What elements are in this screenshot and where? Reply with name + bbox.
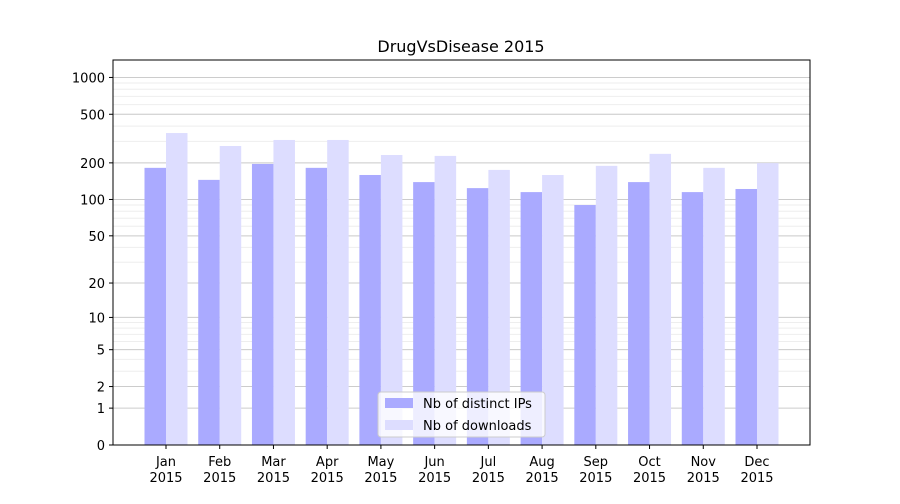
- y-tick-label: 5: [97, 344, 105, 359]
- x-tick-label: Mar 2015: [257, 455, 290, 486]
- bar-distinct-ips: [413, 182, 435, 446]
- x-tick-label: Oct 2015: [633, 455, 666, 486]
- x-tick-label: Sep 2015: [579, 455, 612, 486]
- x-tick-label: Jul 2015: [472, 455, 505, 486]
- bar-distinct-ips: [574, 205, 596, 445]
- legend-swatch: [385, 420, 413, 430]
- legend-swatch: [385, 398, 413, 408]
- x-tick-label: Feb 2015: [203, 455, 236, 486]
- bar-downloads: [757, 163, 779, 445]
- bar-distinct-ips: [198, 179, 220, 446]
- bar-downloads: [327, 139, 349, 445]
- x-tick-label: Aug 2015: [526, 455, 559, 486]
- bar-distinct-ips: [735, 188, 757, 445]
- y-tick-label: 2: [97, 381, 105, 396]
- plot-frame: [112, 59, 811, 446]
- bar-downloads: [649, 153, 672, 445]
- bar-downloads: [703, 167, 725, 446]
- x-tick-label: Jan 2015: [149, 455, 182, 486]
- x-tick-label: May 2015: [364, 455, 397, 486]
- bar-distinct-ips: [681, 192, 704, 445]
- y-tick-label: 0: [97, 439, 105, 454]
- bar-downloads: [273, 139, 295, 445]
- x-tick-label: Nov 2015: [687, 455, 720, 486]
- bar-distinct-ips: [466, 188, 489, 445]
- bar-downloads: [595, 165, 618, 446]
- y-tick-label: 1: [97, 402, 105, 417]
- bar-distinct-ips: [305, 167, 328, 446]
- bar-downloads: [166, 133, 188, 445]
- legend-label: Nb of distinct IPs: [423, 397, 532, 412]
- x-tick-label: Apr 2015: [311, 455, 344, 486]
- y-tick-label: 1000: [72, 71, 105, 86]
- bar-distinct-ips: [144, 167, 166, 446]
- bar-distinct-ips: [628, 182, 650, 446]
- legend-label: Nb of downloads: [423, 419, 532, 434]
- bar-distinct-ips: [520, 192, 543, 445]
- bar-downloads: [219, 145, 242, 445]
- legend: Nb of distinct IPs Nb of downloads: [377, 391, 546, 438]
- y-tick-label: 100: [80, 193, 105, 208]
- y-tick-label: 10: [88, 311, 105, 326]
- bar-downloads: [542, 174, 564, 445]
- bar-downloads: [488, 169, 510, 446]
- bar-downloads: [380, 154, 403, 445]
- bar-distinct-ips: [251, 163, 274, 445]
- y-tick-label: 500: [80, 108, 105, 123]
- y-tick-label: 200: [80, 157, 105, 172]
- bar-downloads: [434, 155, 457, 445]
- y-tick-label: 50: [88, 230, 105, 245]
- chart-title: DrugVsDisease 2015: [377, 37, 544, 56]
- bar-distinct-ips: [359, 174, 381, 445]
- x-tick-label: Jun 2015: [418, 455, 451, 486]
- legend-box: [377, 391, 546, 438]
- y-tick-label: 20: [88, 277, 105, 292]
- x-tick-label: Dec 2015: [740, 455, 773, 486]
